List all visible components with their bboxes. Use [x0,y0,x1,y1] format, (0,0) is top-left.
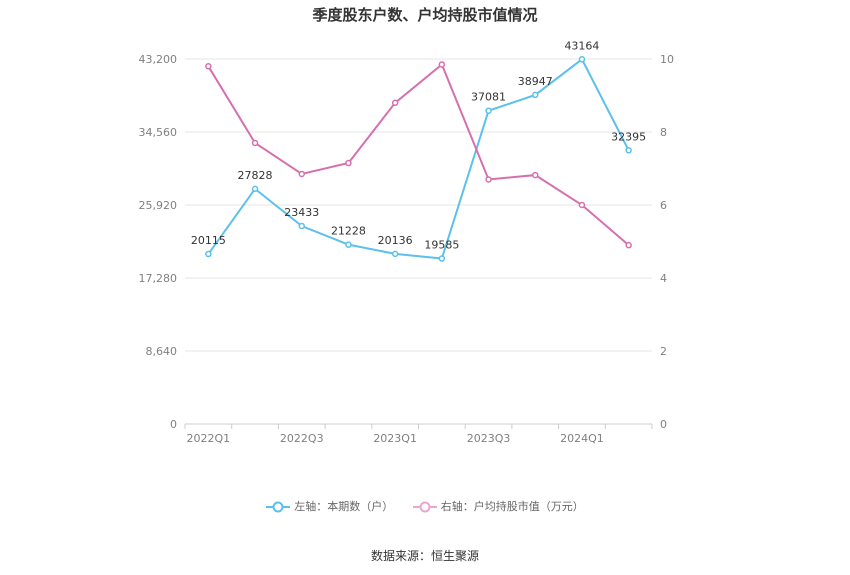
data-label: 43164 [564,39,599,52]
data-point-0 [298,222,305,230]
data-point-1 [438,61,446,68]
right-tick-label: 4 [660,272,667,285]
legend-swatch-right-icon [412,501,437,513]
data-point-0 [345,241,352,248]
right-axis-ticks: 0 2 4 6 8 10 [660,53,674,431]
left-tick-label: 34,560 [139,126,178,139]
legend: 左轴：本期数（户） 右轴：户均持股市值（万元） [0,498,850,514]
x-tick-label: 2022Q1 [187,432,231,445]
data-point-1 [485,176,492,183]
data-point-0 [205,250,212,258]
data-point-0 [485,107,492,114]
chart-title: 季度股东户数、户均持股市值情况 [312,6,538,24]
legend-swatch-left-icon [266,501,291,513]
data-point-0 [391,250,399,258]
right-tick-label: 8 [660,126,667,139]
data-point-0 [251,185,259,193]
data-label: 20115 [191,234,226,247]
data-point-0 [532,91,539,99]
legend-item-right[interactable]: 右轴：户均持股市值（万元） [412,498,584,514]
left-tick-label: 0 [170,418,177,431]
data-label: 19585 [424,239,459,252]
data-point-1 [532,171,539,179]
data-point-1 [391,99,399,107]
series-layer [205,56,632,262]
data-point-0 [438,255,446,262]
left-tick-label: 25,920 [139,199,178,212]
data-point-1 [298,170,305,178]
right-tick-label: 10 [660,53,674,66]
legend-label-left: 左轴：本期数（户） [294,500,394,513]
data-label: 27828 [238,169,273,182]
grid-lines [185,58,652,352]
x-axis: 2022Q1 2022Q3 2023Q1 2023Q3 2024Q1 [184,423,653,445]
source-note: 数据来源：恒生聚源 [370,549,479,563]
data-point-0 [578,56,586,63]
x-tick-label: 2024Q1 [560,432,604,445]
data-label: 38947 [518,75,553,88]
data-label: 21228 [331,225,366,238]
right-tick-label: 6 [660,199,667,212]
legend-label-right: 右轴：户均持股市值（万元） [440,500,584,513]
left-tick-label: 17,280 [139,272,178,285]
right-tick-label: 0 [660,418,667,431]
data-point-1 [205,63,212,70]
data-label: 20136 [378,234,413,247]
data-label: 32395 [611,130,646,143]
x-tick-label: 2023Q1 [373,432,417,445]
right-tick-label: 2 [660,345,667,358]
data-point-0 [625,147,632,154]
x-tick-label: 2022Q3 [280,432,324,445]
legend-item-left[interactable]: 左轴：本期数（户） [266,498,393,514]
data-point-1 [345,159,352,167]
left-tick-label: 8,640 [146,345,178,358]
data-label: 23433 [284,206,319,219]
series-line-1 [207,62,630,246]
left-axis-ticks: 0 8,640 17,280 25,920 34,560 43,200 [139,53,178,431]
left-tick-label: 43,200 [139,53,178,66]
data-label: 37081 [471,91,506,104]
x-tick-label: 2023Q3 [467,432,511,445]
series-line-0 [207,57,630,260]
data-point-1 [578,201,586,209]
data-point-1 [251,139,259,147]
data-point-1 [625,241,632,249]
data-labels: 20115 27828 23433 21228 20136 19585 37081 38947… [191,39,646,251]
